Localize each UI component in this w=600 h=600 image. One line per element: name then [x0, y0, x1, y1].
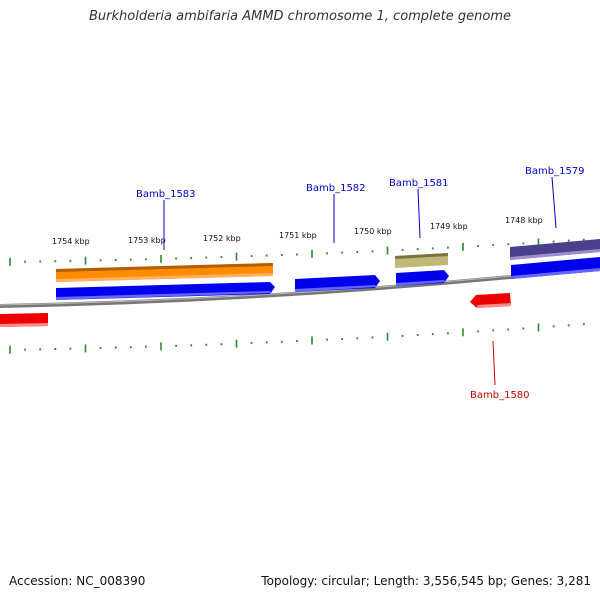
leader-line-bamb-1580	[492, 340, 496, 386]
scale-label: 1754 kbp	[52, 237, 90, 246]
gene-label-bamb-1581[interactable]: Bamb_1581	[389, 178, 449, 189]
map-title: Burkholderia ambifaria AMMD chromosome 1…	[88, 9, 512, 24]
gene-feature-bamb-1579[interactable]	[511, 257, 600, 279]
gene-label-bamb-1583[interactable]: Bamb_1583	[136, 189, 196, 200]
scale-label: 1748 kbp	[505, 216, 543, 225]
inner-tick-row	[9, 323, 585, 354]
scale-label: 1753 kbp	[128, 236, 166, 245]
scale-label: 1750 kbp	[354, 227, 392, 236]
scale-label: 1751 kbp	[279, 231, 317, 240]
gene-feature-purple[interactable]	[510, 239, 600, 260]
accession-text: Accession: NC_008390	[9, 574, 146, 588]
scale-label: 1749 kbp	[430, 222, 468, 231]
leader-line-bamb-1579	[551, 176, 557, 229]
leader-line-bamb-1581	[417, 188, 421, 239]
topology-text: Topology: circular; Length: 3,556,545 bp…	[261, 574, 591, 588]
gene-label-bamb-1582[interactable]: Bamb_1582	[306, 183, 366, 194]
gene-label-bamb-1579[interactable]: Bamb_1579	[525, 166, 585, 177]
gene-label-bamb-1580[interactable]: Bamb_1580	[470, 390, 530, 401]
scale-label: 1752 kbp	[203, 234, 241, 243]
outer-tick-row	[9, 238, 585, 266]
